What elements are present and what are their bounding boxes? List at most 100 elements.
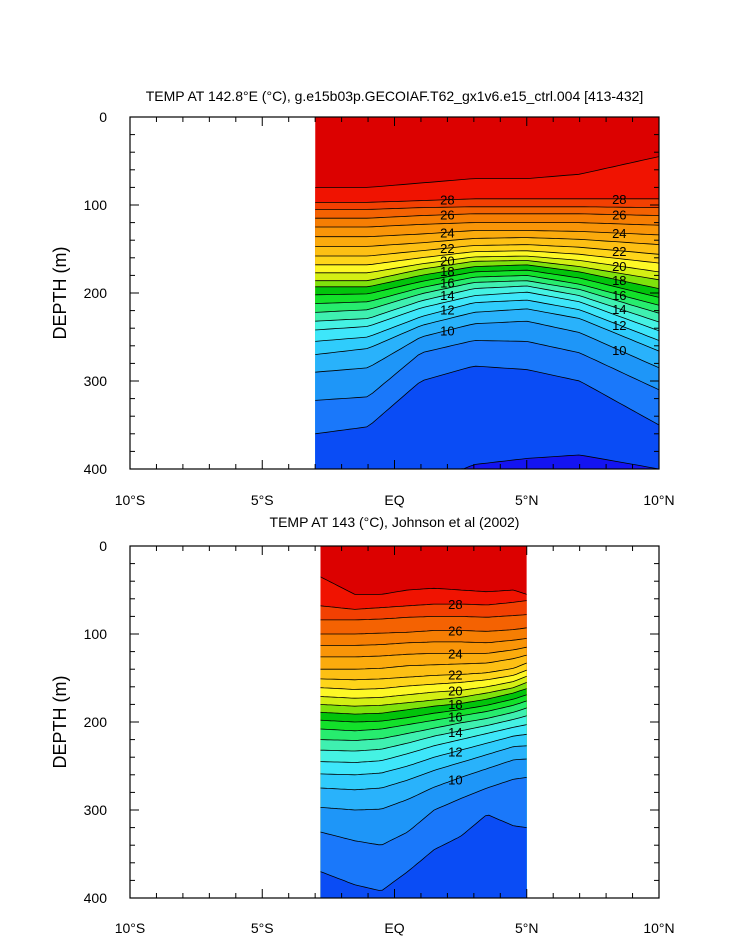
band-8 [320,815,527,898]
contour-label-12: 12 [612,318,626,333]
isotherm-10 [315,320,659,373]
isotherm-29 [320,576,527,595]
isotherm-26 [320,627,527,635]
isotherm-25 [315,222,659,228]
y-tick-label: 400 [84,461,108,477]
contour-label-22: 22 [440,241,454,256]
isotherm-12 [320,733,527,776]
y-axis: 0 100 200 300 400 [84,538,659,906]
contour-label-24: 24 [612,226,626,241]
contour-label-18: 18 [448,697,462,712]
y-tick-label: 0 [99,538,107,554]
isotherm-24 [320,646,527,658]
isotherm-16 [315,275,659,306]
isotherm-15 [315,280,659,314]
isotherm-17 [315,269,659,298]
contour-label-10: 10 [448,772,462,787]
contour-label-12: 12 [440,303,454,318]
contour-label-16: 16 [612,288,626,303]
contour-field [315,117,659,469]
contour-label-18: 18 [612,273,626,288]
contour-label-26: 26 [440,208,454,223]
isotherm-19 [315,260,659,282]
contour-label-14: 14 [612,302,626,317]
y-tick-label: 200 [84,285,108,301]
isotherm-23 [315,237,659,247]
isotherm-20 [315,255,659,274]
isotherm-21 [320,669,527,690]
isotherm-25 [320,638,527,646]
y-axis-label: DEPTH (m) [50,247,70,340]
y-tick-label: 400 [84,890,108,906]
contour-label-10: 10 [612,343,626,358]
y-tick-label: 100 [84,626,108,642]
contour-label-26: 26 [448,623,462,638]
x-tick-label: EQ [384,492,404,508]
isotherm-11 [315,308,659,355]
contour-label-22: 22 [448,668,462,683]
isotherm-27 [315,206,659,210]
contour-label-26: 26 [612,208,626,223]
contour-label-14: 14 [440,288,454,303]
x-axis: 10°S 5°S EQ 5°N 10°N [115,117,675,508]
contour-label-14: 14 [448,725,462,740]
isotherm-29 [315,156,659,188]
contour-label-16: 16 [440,275,454,290]
isotherm-23 [320,654,527,670]
panel-title: TEMP AT 143 (°C), Johnson et al (2002) [270,514,520,530]
isotherm-8 [320,814,527,891]
contour-label-20: 20 [612,259,626,274]
panel-title: TEMP AT 142.8°E (°C), g.e15b03p.GECOIAF.… [146,88,644,104]
contour-label-24: 24 [440,225,454,240]
y-axis: 0 100 200 300 400 [84,109,659,477]
isotherm-20 [320,675,527,699]
isotherm-9 [320,777,527,846]
contour-label-28: 28 [440,193,454,208]
isotherm-26 [315,213,659,219]
x-tick-label: 10°S [115,920,146,936]
isotherm-11 [320,745,527,791]
y-axis-label: DEPTH (m) [50,676,70,769]
isotherm-28 [315,198,659,203]
isotherm-13 [320,724,527,763]
isotherm-8 [315,365,659,435]
x-tick-label: 5°S [251,492,274,508]
contour-label-16: 16 [448,710,462,725]
isotherm-24 [315,230,659,238]
band-8 [315,366,659,469]
contour-label-18: 18 [440,264,454,279]
isotherm-14 [315,285,659,323]
isotherm-18 [320,688,527,715]
isotherm-12 [315,299,659,342]
y-tick-label: 300 [84,373,108,389]
y-tick-label: 200 [84,714,108,730]
x-tick-label: 10°N [643,492,674,508]
isotherm-15 [320,707,527,741]
y-tick-label: 300 [84,802,108,818]
isotherm-27 [320,614,527,621]
x-tick-label: EQ [384,920,404,936]
contour-label-12: 12 [448,745,462,760]
contour-label-20: 20 [448,684,462,699]
isotherm-10 [320,758,527,811]
isotherm-21 [315,250,659,266]
contour-field [320,546,527,898]
x-axis: 10°S 5°S EQ 5°N 10°N [115,546,675,936]
contour-label-24: 24 [448,646,462,661]
isotherm-22 [320,662,527,681]
isotherm-7 [315,454,659,469]
y-tick-label: 100 [84,197,108,213]
x-tick-label: 10°S [115,492,146,508]
x-tick-label: 5°N [515,492,539,508]
x-tick-label: 5°N [515,920,539,936]
contour-label-10: 10 [440,323,454,338]
isotherm-28 [320,600,527,610]
contour-label-28: 28 [612,192,626,207]
x-tick-label: 10°N [643,920,674,936]
contour-label-20: 20 [440,253,454,268]
